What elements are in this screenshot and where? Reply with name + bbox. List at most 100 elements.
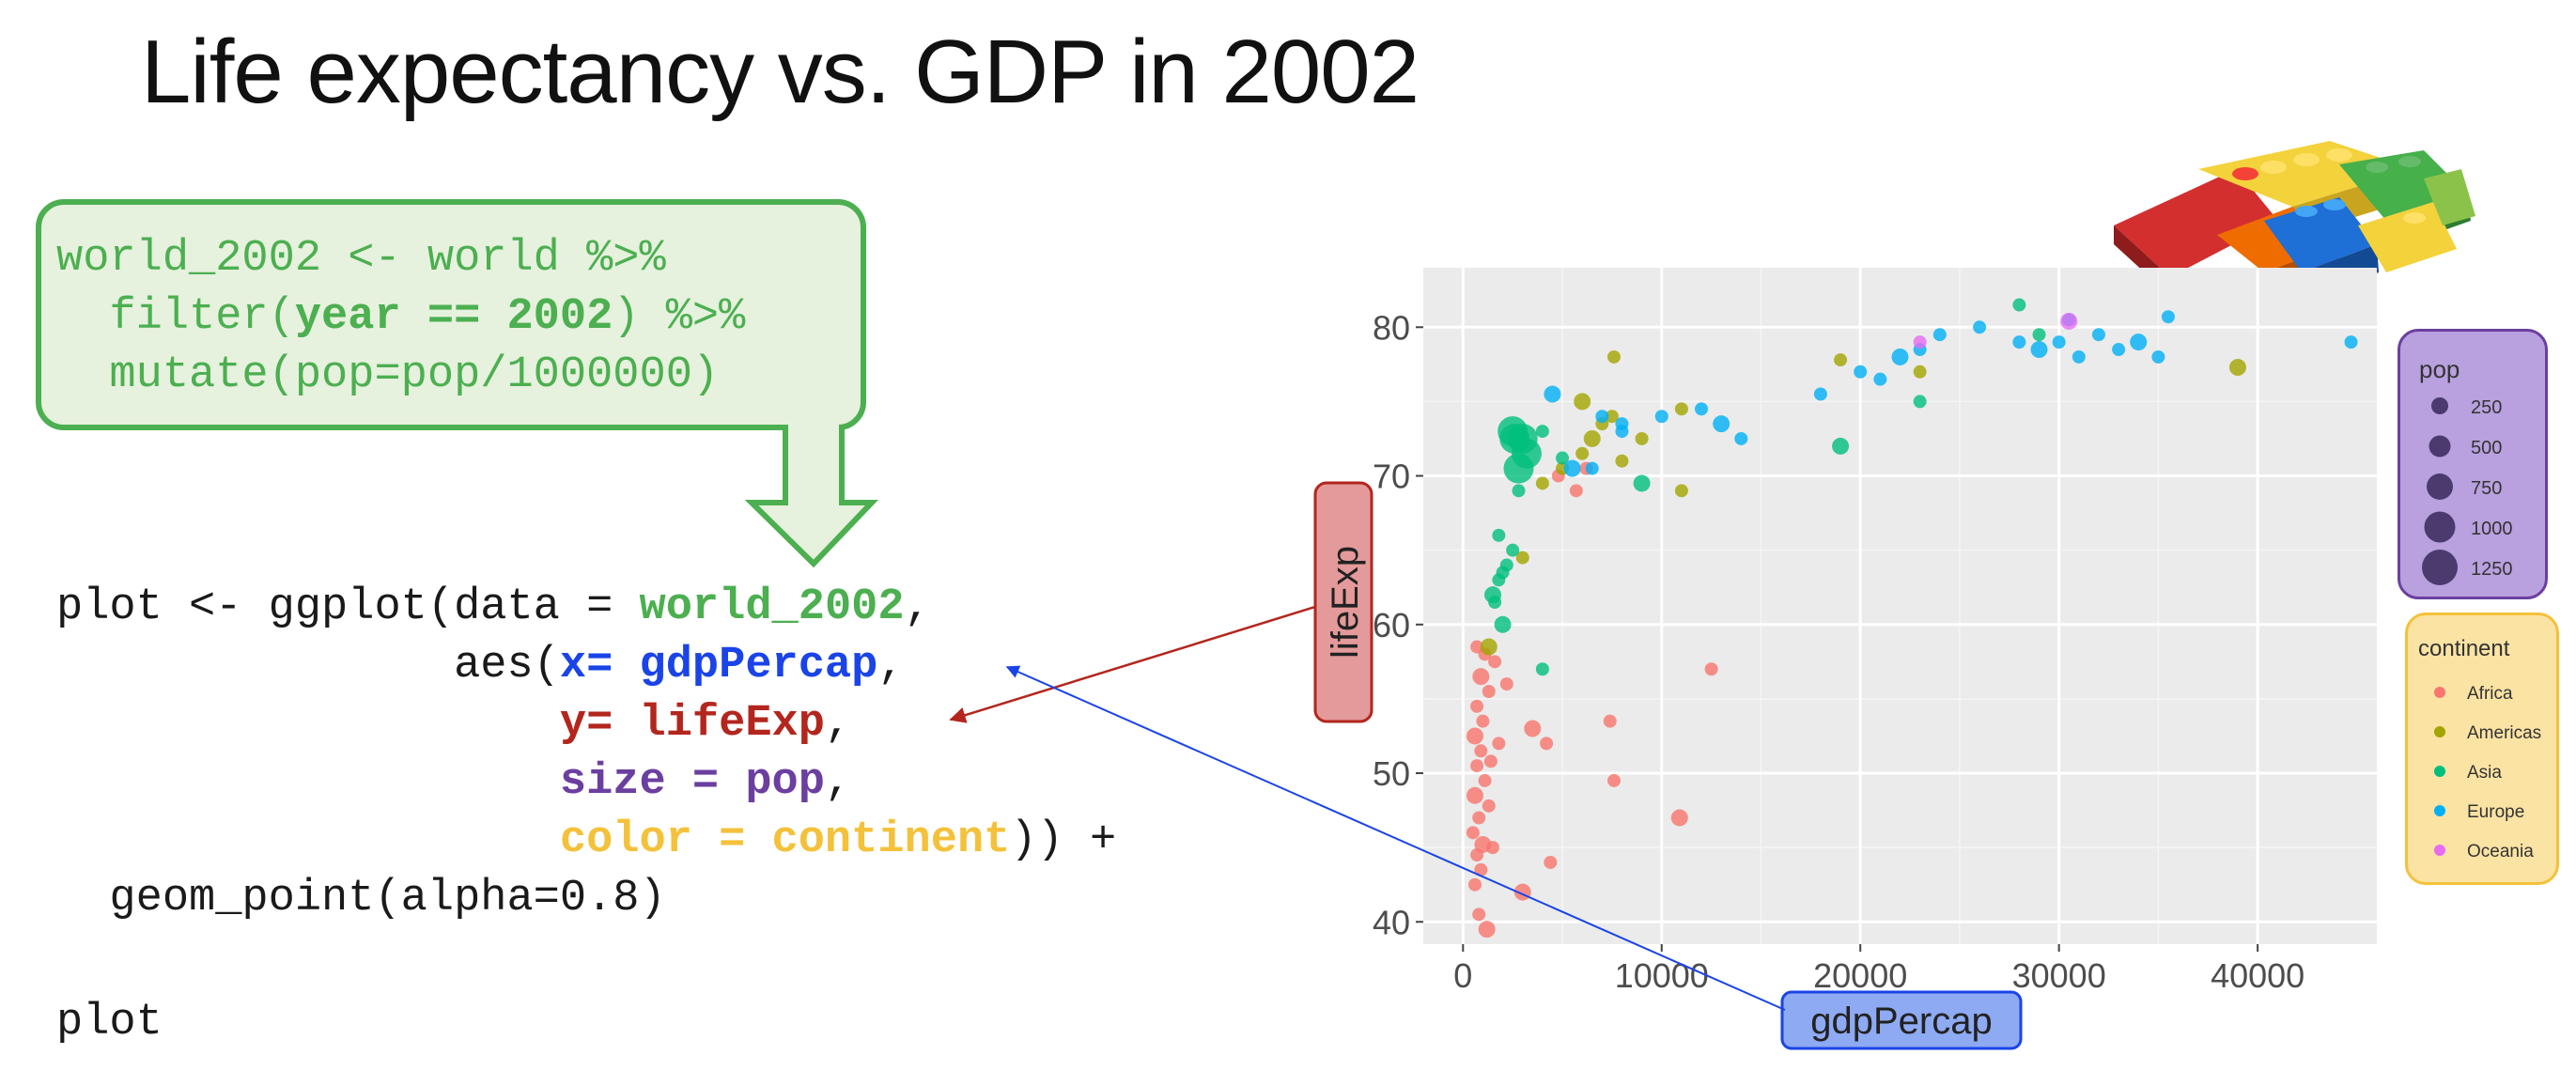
code-line-1-post: , <box>904 582 931 632</box>
data-point-americas <box>1674 402 1688 416</box>
data-point-asia <box>1512 484 1526 498</box>
plot-panel <box>1423 268 2377 944</box>
data-point-asia <box>1499 558 1513 572</box>
color-legend-key <box>2434 687 2445 698</box>
color-legend-label: Oceania <box>2467 842 2534 861</box>
code-line-5-post: )) + <box>1010 815 1117 865</box>
callout-line-2-bold: year == 2002 <box>294 292 613 342</box>
y-tick-label: 40 <box>1373 903 1410 941</box>
data-point-europe <box>1695 402 1709 416</box>
data-point-europe <box>2161 310 2175 324</box>
data-point-asia <box>1535 425 1549 439</box>
data-point-africa <box>1470 759 1484 773</box>
data-point-europe <box>1973 320 1987 334</box>
color-legend-label: Americas <box>2467 723 2541 743</box>
data-point-americas <box>1674 484 1688 498</box>
data-point-africa <box>1478 773 1492 787</box>
data-point-africa <box>1474 862 1488 877</box>
code-line-7: plot <box>56 998 163 1047</box>
arg-color: color = continent <box>559 815 1011 865</box>
data-point-africa <box>1482 799 1496 813</box>
gdppercap-label: gdpPercap <box>1810 1001 1992 1042</box>
data-point-asia <box>1535 662 1549 676</box>
callout-line-2-pre: filter( <box>56 292 295 342</box>
arg-x: x= gdpPercap <box>559 641 878 690</box>
data-point-europe <box>1713 415 1730 433</box>
data-point-africa <box>1704 662 1718 676</box>
x-tick-label: 0 <box>1453 956 1472 995</box>
data-point-europe <box>2344 335 2358 349</box>
data-point-asia <box>1499 423 1530 454</box>
callout-line-3: mutate(pop=pop/1000000) <box>56 350 720 400</box>
data-point-europe <box>2012 335 2026 349</box>
code-line-6: geom_point(alpha=0.8) <box>56 874 666 923</box>
callout-line-1: world_2002 <- world %>% <box>56 234 666 284</box>
data-point-europe <box>1734 431 1748 445</box>
lifeexp-label-box <box>1313 481 1373 723</box>
data-point-americas <box>1605 410 1619 424</box>
data-point-asia <box>1556 451 1570 465</box>
arg-size: size = pop <box>559 757 825 807</box>
data-point-africa <box>1670 809 1688 827</box>
code-line-2: aes(x= gdpPercap, <box>56 637 905 695</box>
data-point-africa <box>1472 668 1490 686</box>
color-legend-box <box>2405 613 2559 885</box>
lifeexp-label: lifeExp <box>1325 546 1366 659</box>
x-tick-label: 20000 <box>1813 956 1907 995</box>
code-line-4: size = pop, <box>56 753 851 812</box>
data-point-africa <box>1478 921 1496 939</box>
data-point-africa <box>1607 773 1621 787</box>
code-line-2-post: , <box>877 641 905 690</box>
data-point-oceania <box>1913 335 1927 349</box>
data-point-europe <box>1854 365 1868 379</box>
data-point-europe <box>2112 343 2126 357</box>
data-point-americas <box>2228 359 2246 377</box>
y-tick-label: 70 <box>1373 458 1410 496</box>
callout-line-2-post: ) %>% <box>613 292 746 342</box>
data-point-africa <box>1524 720 1542 737</box>
x-tick-label: 40000 <box>2211 956 2304 995</box>
data-point-africa <box>1466 826 1480 840</box>
data-point-africa <box>1499 677 1513 691</box>
size-legend-box <box>2398 329 2548 599</box>
data-point-asia <box>1913 395 1927 409</box>
data-point-americas <box>1615 454 1629 468</box>
size-legend-title: pop <box>2419 355 2460 383</box>
code-line-1: plot <- ggplot(data = world_2002, <box>56 579 931 637</box>
data-point-europe <box>1891 348 1909 365</box>
size-legend-label: 750 <box>2471 478 2502 499</box>
color-legend-label: Europe <box>2467 802 2524 822</box>
data-point-americas <box>1515 551 1529 565</box>
color-legend-title: continent <box>2418 636 2510 661</box>
data-point-asia <box>1506 543 1520 557</box>
data-point-africa <box>1472 908 1486 922</box>
size-legend-label: 1000 <box>2471 519 2513 539</box>
data-point-africa <box>1483 754 1497 768</box>
x-tick-label: 30000 <box>2012 956 2106 995</box>
data-point-asia <box>1492 528 1506 542</box>
data-point-europe <box>1563 459 1581 477</box>
data-point-asia <box>1832 437 1850 455</box>
data-point-americas <box>1913 365 1927 379</box>
data-point-africa <box>1492 737 1506 751</box>
callout-down-arrow <box>744 427 879 568</box>
y-tick-label: 80 <box>1373 308 1410 347</box>
x-connector-arrow <box>1005 665 1786 1011</box>
data-point-europe <box>1595 410 1609 424</box>
data-point-americas <box>1535 476 1549 490</box>
data-point-africa <box>1466 727 1483 745</box>
size-legend-label: 500 <box>2471 438 2502 458</box>
data-point-africa <box>1486 841 1500 855</box>
data-point-europe <box>2091 328 2105 342</box>
color-legend-key <box>2434 805 2445 816</box>
data-point-asia <box>1633 474 1651 492</box>
data-point-africa <box>1467 877 1482 892</box>
y-tick-label: 50 <box>1373 754 1410 793</box>
data-point-africa <box>1540 737 1554 751</box>
data-point-africa <box>1470 699 1484 713</box>
data-point-africa <box>1544 855 1558 869</box>
data-point-oceania <box>2060 312 2078 330</box>
data-point-europe <box>1544 385 1561 403</box>
callout-line-2: filter(year == 2002) %>% <box>56 288 745 347</box>
